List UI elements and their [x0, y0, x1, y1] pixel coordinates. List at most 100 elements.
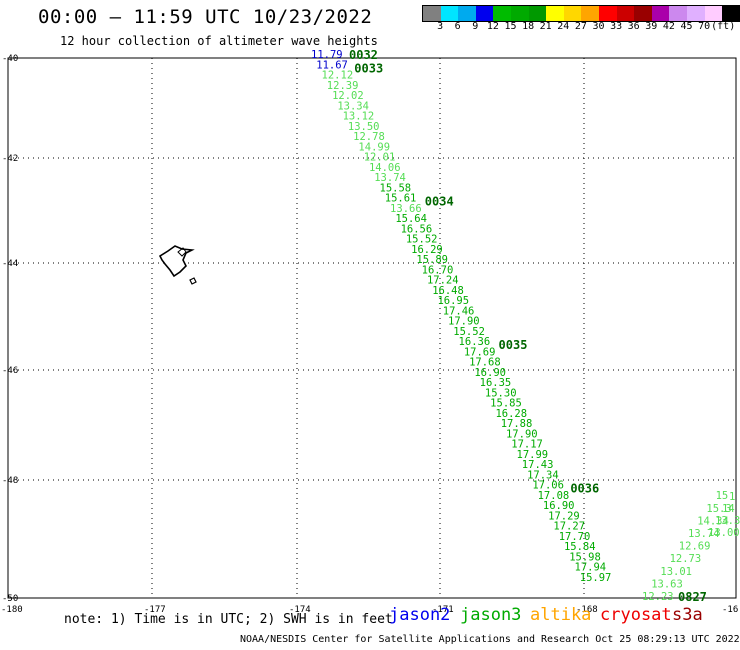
swh-value: 17.68 [469, 357, 501, 369]
swh-value: 17.99 [517, 449, 549, 461]
swh-value: 15.89 [416, 254, 448, 266]
swh-value: 15.84 [564, 541, 596, 553]
pass-time-label: 0032 [349, 48, 378, 62]
legend-swatch [616, 6, 635, 21]
swh-value: 17.88 [501, 418, 533, 430]
legend-swatch [440, 6, 459, 21]
swh-value: 12.01 [364, 152, 396, 164]
pass-time-label: 0036 [570, 482, 599, 496]
swh-value: 16.95 [437, 295, 469, 307]
satellite-label-jason3: jason3 [460, 605, 522, 625]
swh-value: 12.39 [327, 80, 359, 92]
swh-value: 12.12 [322, 70, 354, 82]
swh-value-2: 13.01 [660, 566, 692, 578]
wave-height-color-legend [422, 5, 740, 22]
legend-tick-label: 9 [472, 21, 479, 32]
lat-tick-label: -42 [2, 154, 18, 164]
legend-tick-label: 24 [557, 21, 570, 32]
swh-value: 13.12 [343, 111, 375, 123]
lat-tick-label: -40 [2, 54, 18, 64]
swh-value: 16.29 [411, 244, 443, 256]
legend-tick-label: 27 [574, 21, 587, 32]
swh-value-2: 14.34 [697, 515, 729, 527]
swh-value: 16.56 [401, 223, 433, 235]
legend-swatch [475, 6, 494, 21]
lat-tick-label: -46 [2, 366, 18, 376]
pass-time-label: 0035 [499, 338, 528, 352]
legend-tick-label: 3 [437, 21, 444, 32]
legend-swatch [634, 6, 652, 21]
legend-swatch [686, 6, 705, 21]
swh-value: 17.94 [575, 562, 607, 574]
legend-swatch [458, 6, 476, 21]
legend-tick-label: 6 [454, 21, 461, 32]
units-note: note: 1) Time is in UTC; 2) SWH is in fe… [64, 612, 393, 627]
swh-value: 16.90 [543, 500, 575, 512]
swh-value: 17.90 [448, 316, 480, 328]
swh-value: 17.69 [464, 346, 496, 358]
swh-value: 17.70 [559, 531, 591, 543]
legend-swatch [704, 6, 723, 21]
swh-value: 16.28 [495, 408, 527, 420]
swh-value: 12.02 [332, 90, 364, 102]
lat-tick-label: -44 [2, 259, 18, 269]
pass-time-label-2: 0827 [678, 590, 707, 604]
swh-value-2: 14 [722, 503, 735, 515]
swh-value: 11.67 [316, 59, 348, 71]
swh-value-2: 1 [729, 491, 735, 503]
swh-value: 14.99 [358, 141, 390, 153]
map-frame [7, 57, 737, 599]
swh-value: 15.97 [580, 572, 612, 584]
lon-tick-label: -174 [289, 605, 311, 615]
legend-swatch [528, 6, 547, 21]
lat-lon-grid [8, 58, 736, 598]
legend-unit: (ft) [711, 21, 736, 32]
swh-value-2: 13.63 [651, 578, 683, 590]
swh-value: 17.90 [506, 428, 538, 440]
legend-swatch [423, 6, 441, 21]
swh-value: 17.08 [538, 490, 570, 502]
legend-tick-label: 15 [504, 21, 517, 32]
swh-value-2: 15 [716, 490, 729, 502]
pass-time-label: 0033 [354, 61, 383, 75]
satellite-label-jason2: jason2 [389, 605, 451, 625]
legend-tick-label: 30 [592, 21, 605, 32]
swh-value: 17.34 [527, 469, 559, 481]
lat-tick-label: -48 [2, 476, 18, 486]
chatham-islands-coastline [158, 245, 197, 285]
swh-value-2: 12.23 [642, 591, 674, 603]
legend-tick-label: 33 [610, 21, 623, 32]
swh-value: 13.66 [390, 203, 422, 215]
swh-value-2: 13.3 [715, 515, 740, 527]
swh-value: 17.27 [553, 521, 585, 533]
swh-value: 14.06 [369, 162, 401, 174]
legend-swatch [598, 6, 617, 21]
jason3-ground-track: 11.7911.6712.1212.3912.0213.3413.1213.50… [311, 48, 611, 584]
swh-value-2: 12.73 [670, 553, 702, 565]
legend-tick-label: 12 [486, 21, 499, 32]
lon-tick-label: -168 [576, 605, 598, 615]
legend-tick-label: 21 [539, 21, 552, 32]
legend-swatch [581, 6, 599, 21]
swh-value: 15.30 [485, 387, 517, 399]
legend-swatch [493, 6, 511, 21]
swh-value: 13.50 [348, 121, 380, 133]
legend-tick-label: 70 [698, 21, 711, 32]
map-title: 00:00 – 11:59 UTC 10/23/2022 [38, 6, 373, 28]
map-subtitle: 12 hour collection of altimeter wave hei… [60, 34, 378, 48]
legend-tick-label: 18 [522, 21, 535, 32]
axis-labels: -40 -42 -44 -46 -48 -50-180 -177 -174 -171 -168 -1… [1, 54, 738, 615]
jason3-ground-track-2: 12.2313.6313.0112.7312.6913.7414.3415.31… [642, 490, 740, 604]
satellite-label-s3a: s3a [672, 605, 703, 625]
legend-swatch [510, 6, 529, 21]
swh-value: 15.52 [406, 234, 438, 246]
swh-value: 15.52 [453, 326, 485, 338]
swh-value: 17.06 [532, 480, 564, 492]
legend-swatch [722, 6, 740, 21]
swh-value: 15.98 [569, 551, 601, 563]
lon-tick-label: -171 [432, 605, 454, 615]
wave-height-legend-labels: 3 6 9 12 15 18 21 24 27 30 33 36 39 42 45 70 (ft) [422, 21, 740, 35]
swh-value: 16.48 [432, 285, 464, 297]
legend-tick-label: 45 [680, 21, 693, 32]
